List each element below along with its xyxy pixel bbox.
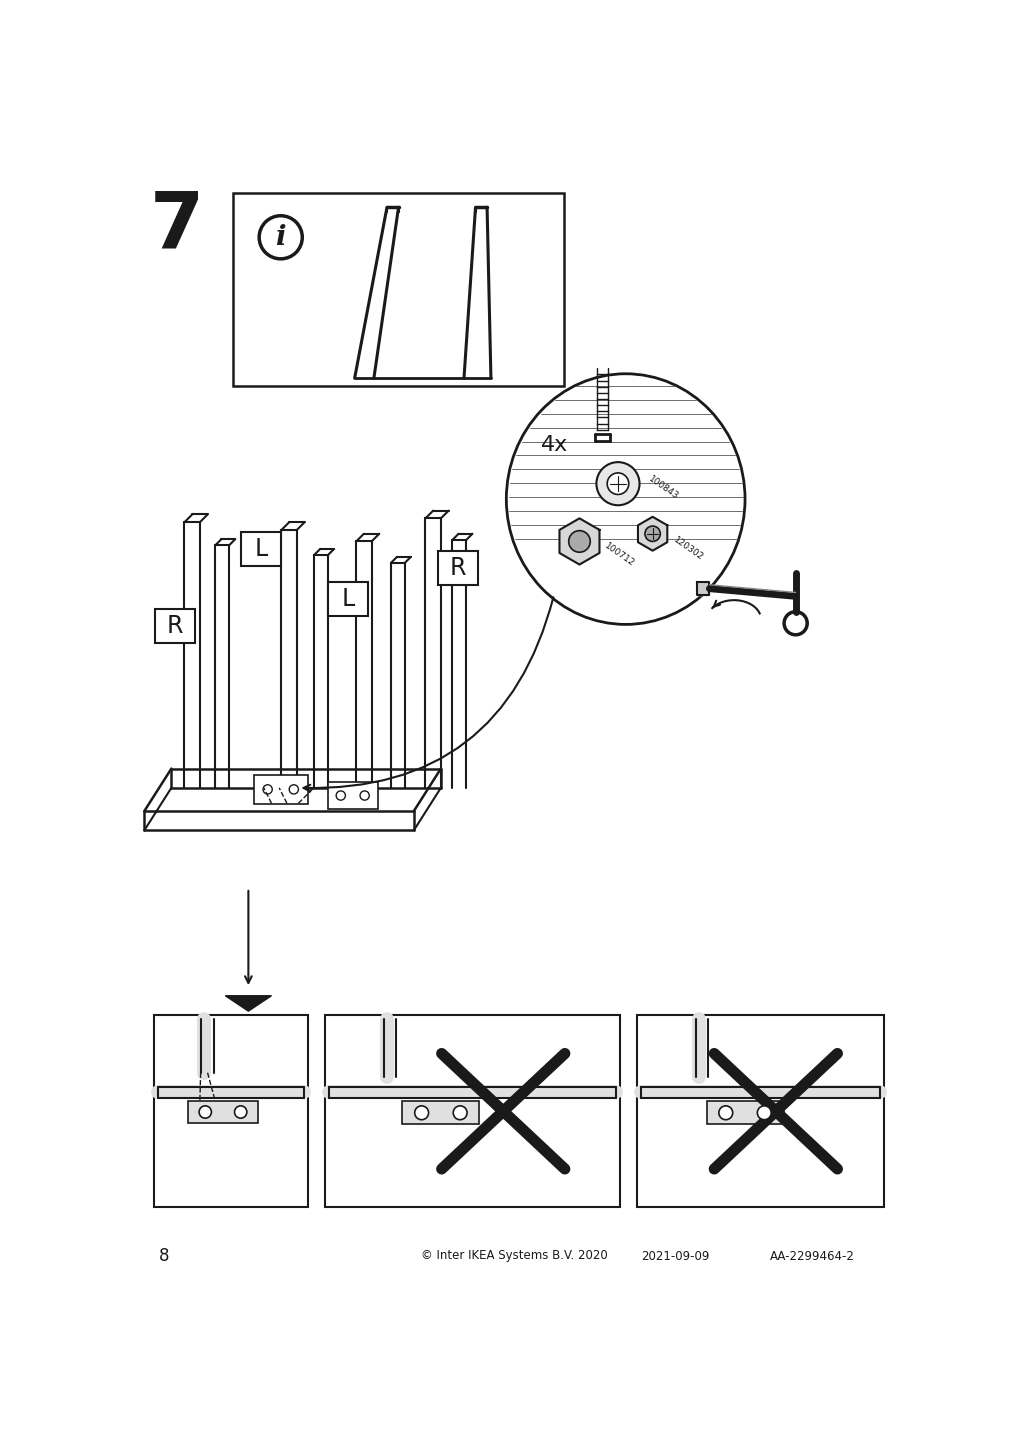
Text: L: L: [255, 537, 268, 561]
Polygon shape: [559, 518, 599, 564]
Text: 100712: 100712: [602, 541, 635, 569]
Text: 8: 8: [159, 1247, 169, 1264]
Circle shape: [259, 216, 302, 259]
Circle shape: [199, 1106, 211, 1118]
Text: 4x: 4x: [541, 435, 567, 455]
Text: R: R: [449, 557, 466, 580]
Text: R: R: [167, 614, 183, 639]
Circle shape: [718, 1106, 732, 1120]
Text: i: i: [275, 223, 286, 251]
Polygon shape: [637, 517, 666, 551]
Circle shape: [595, 463, 639, 505]
Bar: [188, 1101, 258, 1123]
Bar: [326, 1015, 620, 1207]
Bar: [155, 609, 195, 643]
Ellipse shape: [506, 374, 744, 624]
Bar: [233, 193, 563, 385]
Circle shape: [235, 1106, 247, 1118]
Circle shape: [415, 1106, 428, 1120]
Polygon shape: [697, 583, 709, 594]
Circle shape: [568, 531, 589, 553]
Bar: [242, 533, 281, 566]
Bar: [706, 1101, 783, 1124]
Text: 120302: 120302: [671, 536, 705, 563]
Circle shape: [644, 526, 660, 541]
Circle shape: [607, 473, 628, 494]
Text: AA-2299464-2: AA-2299464-2: [769, 1250, 854, 1263]
FancyArrowPatch shape: [303, 597, 553, 792]
Text: © Inter IKEA Systems B.V. 2020: © Inter IKEA Systems B.V. 2020: [421, 1250, 607, 1263]
Bar: [154, 1015, 307, 1207]
Circle shape: [756, 1106, 770, 1120]
Bar: [329, 583, 368, 616]
Text: L: L: [342, 587, 355, 611]
Bar: [438, 551, 477, 586]
Text: 100843: 100843: [647, 474, 679, 501]
Circle shape: [453, 1106, 467, 1120]
Polygon shape: [145, 769, 441, 811]
Bar: [328, 782, 377, 809]
Bar: [254, 775, 307, 803]
Polygon shape: [225, 995, 271, 1011]
Text: 7: 7: [150, 188, 203, 263]
Bar: [637, 1015, 883, 1207]
Text: 2021-09-09: 2021-09-09: [641, 1250, 709, 1263]
Bar: [402, 1101, 479, 1124]
